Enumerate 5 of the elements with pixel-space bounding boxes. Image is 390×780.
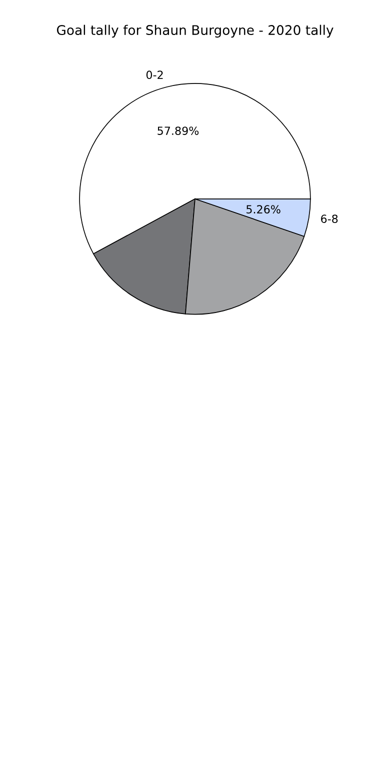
- slice-label: 6-8: [321, 214, 338, 224]
- slice-label: 0-2: [146, 70, 163, 80]
- data-label: 5.26%: [246, 205, 280, 214]
- chart-title: Goal tally for Shaun Burgoyne - 2020 tally: [56, 24, 334, 38]
- data-label: 57.89%: [158, 126, 199, 135]
